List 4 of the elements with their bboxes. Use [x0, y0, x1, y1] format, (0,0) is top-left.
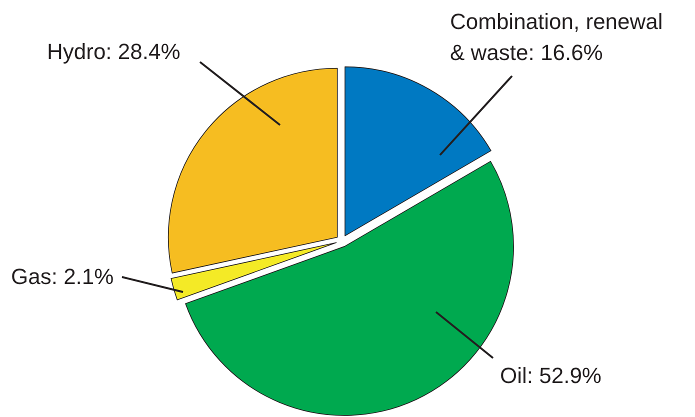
slice-label: Gas: 2.1%	[11, 264, 114, 289]
slice-label: Combination, renewal & waste: 16.6%	[450, 9, 669, 65]
slice-label: Hydro: 28.4%	[47, 39, 180, 64]
slice-label: Oil: 52.9%	[500, 363, 602, 388]
